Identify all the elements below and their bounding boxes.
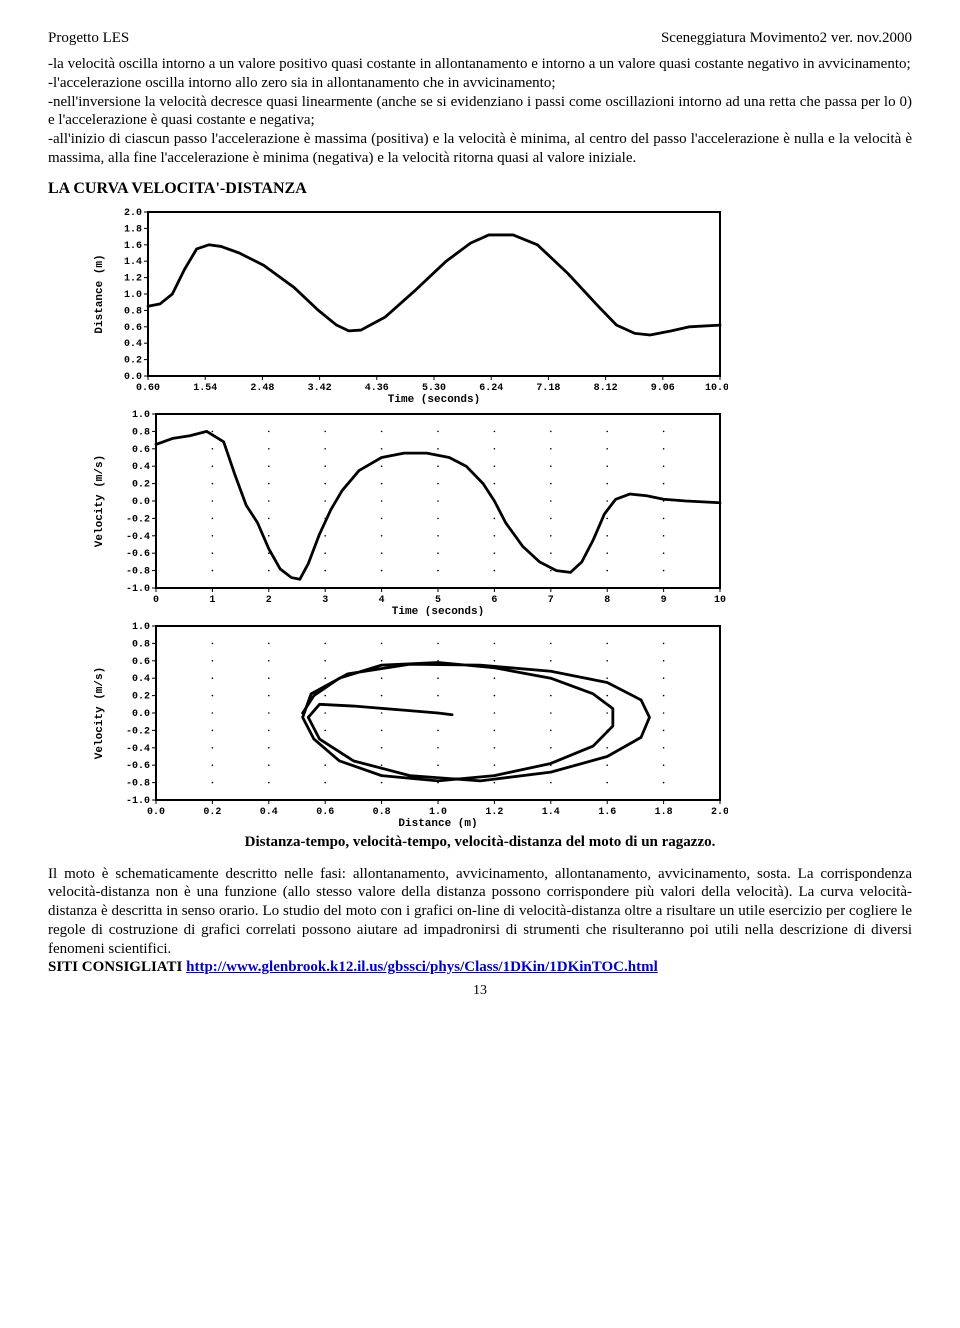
svg-text:9.06: 9.06 [651,383,675,394]
svg-text:1.4: 1.4 [124,257,142,268]
svg-text:0.2: 0.2 [132,479,150,490]
svg-text:Velocity (m/s): Velocity (m/s) [94,666,106,758]
svg-text:0.2: 0.2 [132,691,150,702]
svg-text:3: 3 [322,595,328,606]
header-left: Progetto LES [48,30,129,47]
svg-text:5.30: 5.30 [422,383,446,394]
svg-text:1.8: 1.8 [124,224,142,235]
svg-text:8: 8 [604,595,610,606]
svg-text:0.8: 0.8 [373,807,391,818]
svg-text:7.18: 7.18 [536,383,560,394]
svg-text:0.4: 0.4 [132,674,150,685]
svg-text:5: 5 [435,595,441,606]
svg-text:4: 4 [379,595,385,606]
svg-text:2.0: 2.0 [124,208,142,219]
svg-text:3.42: 3.42 [308,383,332,394]
svg-text:-1.0: -1.0 [126,796,150,807]
svg-text:0: 0 [153,595,159,606]
svg-text:-0.6: -0.6 [126,761,150,772]
svg-text:-0.4: -0.4 [126,531,150,542]
svg-text:4.36: 4.36 [365,383,389,394]
svg-text:2: 2 [266,595,272,606]
svg-text:1.6: 1.6 [598,807,616,818]
svg-text:10: 10 [714,595,726,606]
svg-text:-0.8: -0.8 [126,566,150,577]
chart-velocity-distance: 0.0 0.2 0.4 0.6 0.8 1.0 1.2 1.4 1.6 1.8 2.0 -1.0 -0.… [88,618,912,828]
section-title: LA CURVA VELOCITA'-DISTANZA [48,180,912,198]
svg-text:8.12: 8.12 [594,383,618,394]
svg-text:Velocity (m/s): Velocity (m/s) [94,454,106,546]
p2: -l'accelerazione oscilla intorno allo ze… [48,75,556,91]
svg-text:0.2: 0.2 [124,355,142,366]
svg-text:0.6: 0.6 [132,444,150,455]
footer-link[interactable]: http://www.glenbrook.k12.il.us/gbssci/ph… [186,959,658,975]
svg-text:0.0: 0.0 [132,709,150,720]
svg-text:Time (seconds): Time (seconds) [392,606,484,616]
svg-text:1.0: 1.0 [132,410,150,421]
svg-text:1.8: 1.8 [655,807,673,818]
charts-caption: Distanza-tempo, velocità-tempo, velocità… [48,834,912,851]
svg-text:-0.6: -0.6 [126,549,150,560]
p3: -nell'inversione la velocità decresce qu… [48,94,912,129]
svg-text:1.0: 1.0 [429,807,447,818]
svg-text:1.6: 1.6 [124,240,142,251]
svg-text:0.0: 0.0 [132,497,150,508]
svg-text:1: 1 [209,595,215,606]
p4: -all'inizio di ciascun passo l'acceleraz… [48,131,912,166]
svg-text:0.4: 0.4 [124,339,142,350]
footer-body: Il moto è schematicamente descritto nell… [48,866,912,957]
chart-distance-time: 0.60 1.54 2.48 3.42 4.36 5.30 6.24 7.18 8.12 9.06… [88,204,912,404]
svg-text:-0.8: -0.8 [126,778,150,789]
svg-text:1.2: 1.2 [485,807,503,818]
svg-text:0.4: 0.4 [132,462,150,473]
svg-text:0.8: 0.8 [132,639,150,650]
svg-text:1.4: 1.4 [542,807,560,818]
svg-text:-0.2: -0.2 [126,726,150,737]
chart-velocity-time: 0 1 2 3 4 5 6 7 8 9 10 -1.0 -0.8 -0.6 -0.4 -0.2 0.0 0.2 0.… [88,406,912,616]
svg-text:0.6: 0.6 [132,656,150,667]
svg-text:1.0: 1.0 [124,290,142,301]
svg-text:0.6: 0.6 [124,322,142,333]
intro-paragraphs: -la velocità oscilla intorno a un valore… [48,55,912,168]
page-number: 13 [48,983,912,999]
svg-text:10.00: 10.00 [705,383,728,394]
p1: -la velocità oscilla intorno a un valore… [48,56,911,72]
svg-text:-1.0: -1.0 [126,584,150,595]
svg-text:6.24: 6.24 [479,383,503,394]
svg-text:1.54: 1.54 [193,383,217,394]
svg-text:1.0: 1.0 [132,622,150,633]
svg-text:0.8: 0.8 [132,427,150,438]
svg-text:9: 9 [661,595,667,606]
svg-text:0.2: 0.2 [203,807,221,818]
header-right: Sceneggiatura Movimento2 ver. nov.2000 [661,30,912,47]
svg-text:-0.2: -0.2 [126,514,150,525]
svg-text:Distance (m): Distance (m) [94,254,106,333]
svg-text:0.8: 0.8 [124,306,142,317]
svg-text:6: 6 [491,595,497,606]
svg-text:0.60: 0.60 [136,383,160,394]
svg-text:2.0: 2.0 [711,807,728,818]
svg-text:7: 7 [548,595,554,606]
svg-text:0.4: 0.4 [260,807,278,818]
svg-text:1.2: 1.2 [124,273,142,284]
footer-link-label: SITI CONSIGLIATI [48,959,186,975]
svg-text:0.0: 0.0 [147,807,165,818]
svg-text:-0.4: -0.4 [126,743,150,754]
svg-text:Distance (m): Distance (m) [398,818,477,828]
svg-text:0.0: 0.0 [124,372,142,383]
svg-text:Time (seconds): Time (seconds) [388,394,480,404]
svg-text:2.48: 2.48 [250,383,274,394]
footer-paragraph: Il moto è schematicamente descritto nell… [48,865,912,978]
svg-text:0.6: 0.6 [316,807,334,818]
